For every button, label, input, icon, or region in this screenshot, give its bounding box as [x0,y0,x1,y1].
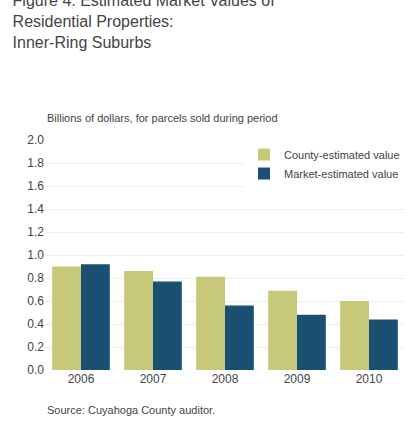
svg-text:2006: 2006 [68,372,95,386]
svg-text:0.4: 0.4 [27,317,44,331]
svg-text:0.8: 0.8 [27,271,44,285]
svg-text:County-estimated value: County-estimated value [284,149,400,161]
svg-text:1.4: 1.4 [27,202,44,216]
svg-text:0.0: 0.0 [27,363,44,377]
svg-text:2010: 2010 [356,372,383,386]
svg-text:Source: Cuyahoga County audito: Source: Cuyahoga County auditor. [47,404,215,416]
svg-text:Billions of dollars, for parce: Billions of dollars, for parcels sold du… [47,112,278,124]
svg-text:Figure 4. Estimated Market Val: Figure 4. Estimated Market Values ofResi… [13,0,276,51]
svg-text:1.8: 1.8 [27,156,44,170]
svg-text:1.0: 1.0 [27,248,44,262]
svg-text:2.0: 2.0 [27,133,44,147]
svg-text:1.2: 1.2 [27,225,44,239]
svg-text:2009: 2009 [284,372,311,386]
svg-text:2008: 2008 [212,372,239,386]
svg-text:2007: 2007 [140,372,167,386]
svg-text:0.6: 0.6 [27,294,44,308]
svg-text:0.2: 0.2 [27,340,44,354]
svg-text:1.6: 1.6 [27,179,44,193]
svg-text:Market-estimated value: Market-estimated value [284,168,398,180]
